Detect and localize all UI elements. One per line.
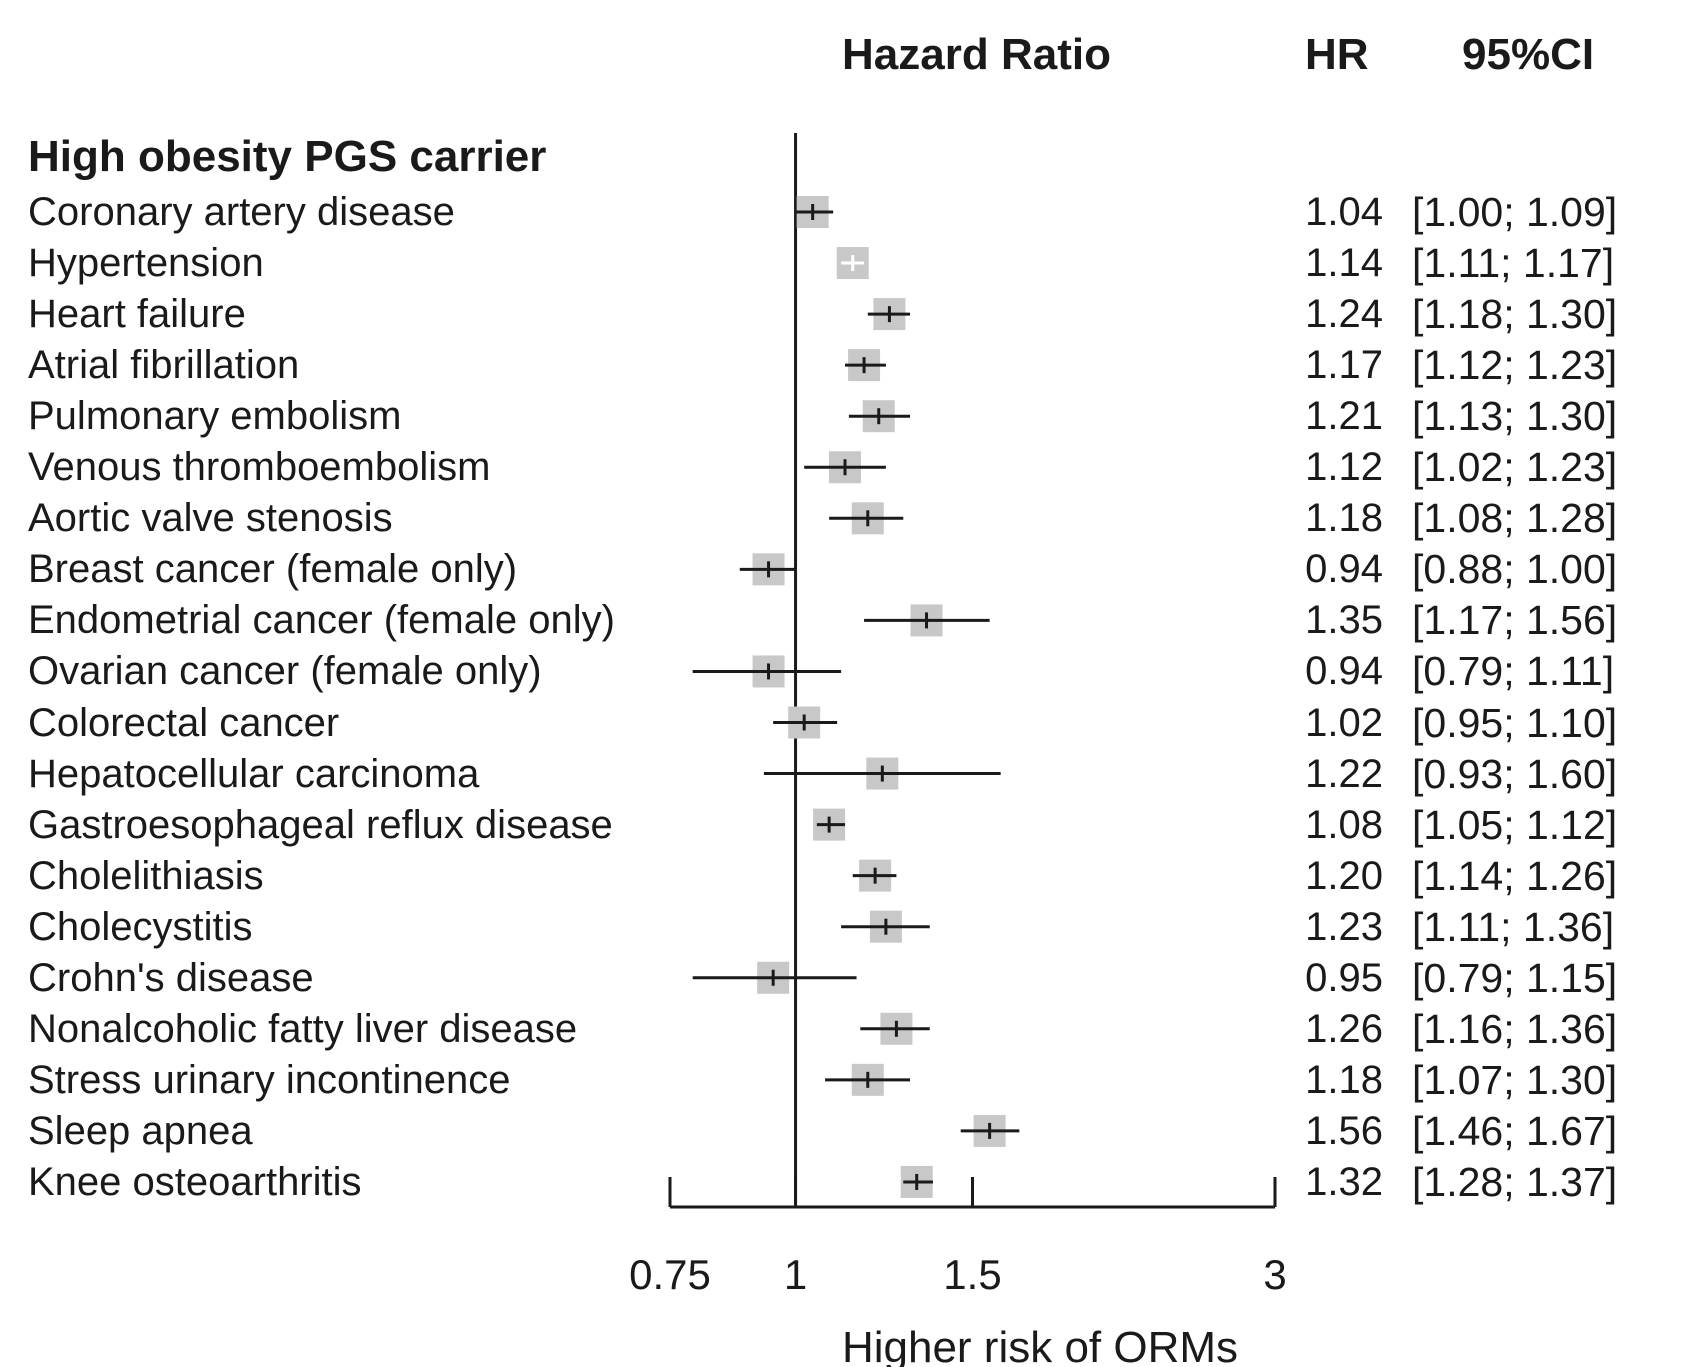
hr-value: 1.26 bbox=[1305, 1006, 1383, 1051]
ci-value: [1.07; 1.30] bbox=[1412, 1056, 1618, 1103]
hr-value: 0.94 bbox=[1305, 547, 1383, 592]
row-label: Breast cancer (female only) bbox=[28, 547, 518, 592]
ci-value: [1.05; 1.12] bbox=[1412, 801, 1618, 848]
ci-column-header: 95%CI bbox=[1462, 30, 1595, 79]
hr-value: 1.35 bbox=[1305, 598, 1383, 643]
ci-value: [0.95; 1.10] bbox=[1412, 699, 1618, 746]
ci-value: [0.79; 1.11] bbox=[1412, 648, 1615, 695]
ci-value: [1.46; 1.67] bbox=[1412, 1107, 1618, 1154]
hr-value: 0.95 bbox=[1305, 955, 1383, 1000]
ci-value: [1.16; 1.36] bbox=[1412, 1005, 1618, 1052]
hr-value: 1.14 bbox=[1305, 241, 1383, 286]
row-label: Gastroesophageal reflux disease bbox=[28, 802, 613, 847]
ci-value: [1.00; 1.09] bbox=[1412, 189, 1618, 235]
ci-value: [1.11; 1.17] bbox=[1412, 240, 1615, 287]
hr-value: 1.20 bbox=[1305, 853, 1383, 898]
hr-value: 1.56 bbox=[1305, 1108, 1383, 1153]
hr-value: 1.18 bbox=[1305, 1057, 1383, 1102]
row-label: Cholecystitis bbox=[28, 904, 253, 949]
group-title: High obesity PGS carrier bbox=[28, 132, 547, 181]
hr-value: 1.23 bbox=[1305, 904, 1383, 949]
row-label: Endometrial cancer (female only) bbox=[28, 598, 615, 643]
row-label: Heart failure bbox=[28, 292, 246, 337]
ci-value: [0.93; 1.60] bbox=[1412, 750, 1618, 797]
ci-value: [1.17; 1.56] bbox=[1412, 597, 1618, 644]
x-tick-label: 1.5 bbox=[943, 1251, 1001, 1298]
x-tick-label: 0.75 bbox=[629, 1251, 711, 1298]
ci-value: [1.02; 1.23] bbox=[1412, 444, 1618, 491]
hr-value: 1.12 bbox=[1305, 445, 1383, 490]
row-label: Sleep apnea bbox=[28, 1108, 253, 1153]
hr-value: 1.17 bbox=[1305, 343, 1383, 388]
x-axis-label: Higher risk of ORMs bbox=[842, 1323, 1238, 1367]
row-label: Coronary artery disease bbox=[28, 190, 455, 234]
hr-column-header: HR bbox=[1305, 30, 1369, 79]
row-label: Atrial fibrillation bbox=[28, 343, 300, 388]
x-tick-label: 3 bbox=[1263, 1251, 1286, 1298]
hr-value: 1.08 bbox=[1305, 802, 1383, 847]
row-label: Stress urinary incontinence bbox=[28, 1057, 511, 1102]
ci-value: [1.08; 1.28] bbox=[1412, 495, 1618, 542]
hr-value: 0.94 bbox=[1305, 649, 1383, 694]
row-label: Hepatocellular carcinoma bbox=[28, 751, 480, 796]
row-label: Aortic valve stenosis bbox=[28, 496, 393, 541]
ci-value: [1.12; 1.23] bbox=[1412, 342, 1618, 389]
hr-value: 1.24 bbox=[1305, 292, 1383, 337]
row-label: Ovarian cancer (female only) bbox=[28, 649, 542, 694]
hr-value: 1.21 bbox=[1305, 394, 1383, 439]
ci-value: [1.14; 1.26] bbox=[1412, 852, 1618, 899]
row-label: Colorectal cancer bbox=[28, 700, 340, 745]
ci-value: [1.28; 1.37] bbox=[1412, 1158, 1618, 1205]
row-label: Cholelithiasis bbox=[28, 853, 264, 898]
row-label: Venous thromboembolism bbox=[28, 445, 491, 490]
row-label: Crohn's disease bbox=[28, 955, 314, 1000]
hr-value: 1.04 bbox=[1305, 190, 1383, 234]
ci-value: [1.18; 1.30] bbox=[1412, 291, 1618, 338]
plot-title: Hazard Ratio bbox=[842, 30, 1111, 79]
hr-value: 1.32 bbox=[1305, 1159, 1383, 1204]
hr-value: 1.22 bbox=[1305, 751, 1383, 796]
ci-value: [1.13; 1.30] bbox=[1412, 393, 1618, 440]
row-label: Nonalcoholic fatty liver disease bbox=[28, 1006, 578, 1051]
row-label: Pulmonary embolism bbox=[28, 394, 402, 439]
hr-value: 1.02 bbox=[1305, 700, 1383, 745]
hr-value: 1.18 bbox=[1305, 496, 1383, 541]
ci-value: [0.88; 1.00] bbox=[1412, 546, 1618, 593]
x-tick-label: 1 bbox=[784, 1251, 807, 1298]
ci-value: [0.79; 1.15] bbox=[1412, 954, 1618, 1001]
ci-value: [1.11; 1.36] bbox=[1412, 903, 1615, 950]
row-label: Hypertension bbox=[28, 241, 264, 286]
row-label: Knee osteoarthritis bbox=[28, 1159, 362, 1204]
